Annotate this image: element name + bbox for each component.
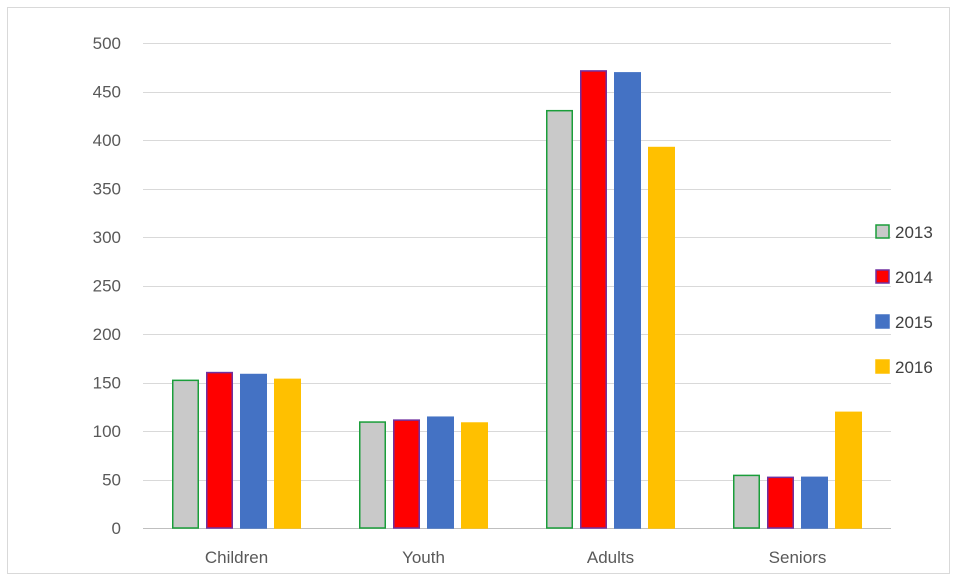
bar-2016-adults — [648, 146, 675, 529]
legend-swatch-2013 — [875, 224, 890, 239]
y-tick-label: 250 — [93, 277, 121, 296]
legend-label-2016: 2016 — [895, 358, 933, 377]
bar-2014-seniors — [767, 476, 794, 529]
y-tick-label: 150 — [93, 374, 121, 393]
bar-2013-children — [172, 379, 199, 529]
bar-2016-youth — [461, 422, 488, 529]
gridlines — [143, 43, 891, 529]
bar-2015-youth — [427, 416, 454, 529]
y-tick-label: 500 — [93, 34, 121, 53]
y-tick-label: 450 — [93, 83, 121, 102]
bar-2013-adults — [546, 109, 573, 529]
y-tick-label: 300 — [93, 228, 121, 247]
bar-2014-children — [206, 371, 233, 529]
bar-2015-seniors — [801, 476, 828, 529]
y-tick-label: 0 — [112, 519, 121, 538]
legend-swatch-2016 — [875, 359, 890, 374]
y-tick-label: 100 — [93, 422, 121, 441]
legend-swatch-2015 — [875, 314, 890, 329]
bar-2016-seniors — [835, 411, 862, 529]
legend: 2013 2014 2015 2016 — [875, 223, 933, 377]
x-tick-label: Children — [205, 548, 268, 567]
bar-2016-children — [274, 378, 301, 529]
x-tick-label: Adults — [587, 548, 634, 567]
y-tick-label: 400 — [93, 131, 121, 150]
legend-swatch-2014 — [875, 269, 890, 284]
y-tick-label: 50 — [102, 471, 121, 490]
bar-2015-adults — [614, 72, 641, 529]
bar-2014-adults — [580, 70, 607, 529]
legend-label-2013: 2013 — [895, 223, 933, 242]
bar-2015-children — [240, 373, 267, 529]
x-tick-label: Youth — [402, 548, 445, 567]
y-axis-tick-labels: 0 50 100 150 200 250 300 350 400 450 500 — [93, 34, 121, 538]
x-axis-tick-labels: Children Youth Adults Seniors — [205, 548, 826, 567]
bars — [172, 70, 862, 529]
bar-2014-youth — [393, 419, 420, 529]
legend-label-2014: 2014 — [895, 268, 933, 287]
x-tick-label: Seniors — [769, 548, 827, 567]
legend-label-2015: 2015 — [895, 313, 933, 332]
y-tick-label: 350 — [93, 180, 121, 199]
bar-2013-seniors — [733, 474, 760, 529]
y-tick-label: 200 — [93, 325, 121, 344]
bar-2013-youth — [359, 421, 386, 529]
